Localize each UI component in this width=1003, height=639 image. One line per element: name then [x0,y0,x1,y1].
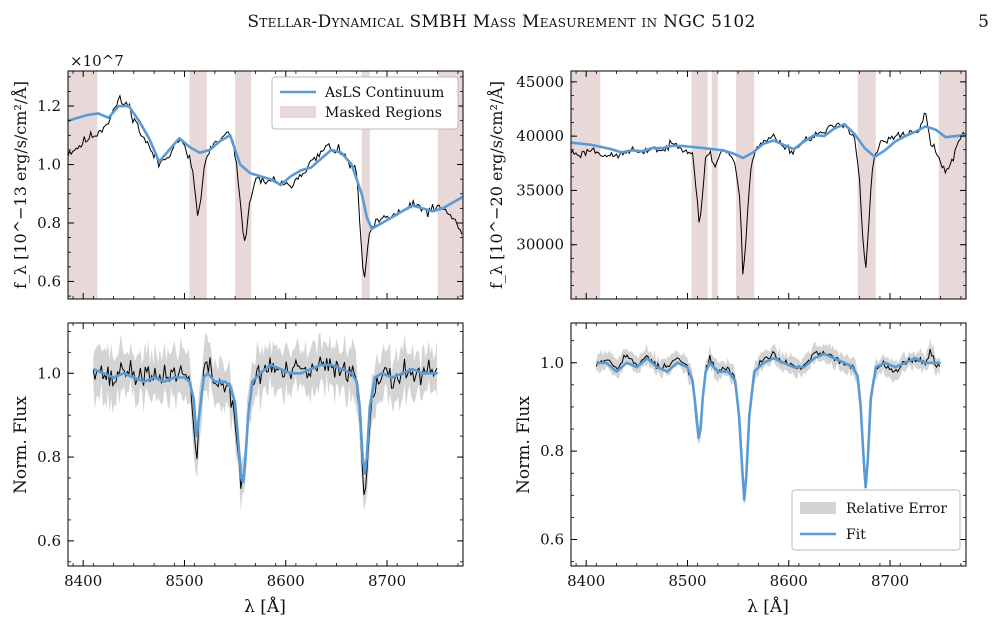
y-tick-label: 1.0 [37,364,61,382]
x-tick-label: 8400 [567,572,605,590]
legend-box [791,489,961,551]
x-tick-label: 8700 [368,572,406,590]
masked-region [361,71,370,299]
masked-region [571,71,601,299]
masked-regions [571,71,966,299]
y-ticks: 0.6 0.8 1.0 [540,340,966,562]
panel-top-left: 0.6 0.8 1.0 1.2 ×10^7 f_λ [10^−13 erg/s/cm²… [10,52,464,300]
masked-region [189,71,207,299]
y-tick-label: 30000 [516,236,564,254]
y-axis-label: f_λ [10^−20 erg/s/cm²/Å] [486,81,506,289]
x-ticks: 8400 8500 8600 8700 [64,323,459,590]
y-ticks: 0.6 0.8 1.0 1.2 [37,76,463,297]
y-axis-label: f_λ [10^−13 erg/s/cm²/Å] [10,81,30,289]
legend: Relative Error Fit [791,489,961,551]
y-tick-label: 0.8 [540,442,564,460]
x-tick-label: 8500 [668,572,706,590]
fit-line [596,352,941,502]
y-ticks: 30000 35000 40000 45000 [516,73,966,300]
y-tick-label: 0.8 [37,214,61,232]
masked-region [68,71,98,299]
y-tick-label: 1.0 [540,354,564,372]
panel-top-right: 30000 35000 40000 45000 f_λ [10^−20 erg/s/c… [486,70,967,300]
legend-mask-swatch [280,106,316,118]
page-number: 5 [978,12,989,32]
x-ticks [72,71,459,299]
x-axis-label: λ [Å] [244,596,286,617]
axes-frame [67,70,464,300]
y-tick-label: 0.6 [540,530,564,548]
legend: AsLS Continuum Masked Regions [271,76,459,130]
y-tick-label: 1.0 [37,156,61,174]
continuum-line-group [571,112,966,275]
y-tick-label: 35000 [516,181,564,199]
page-header: Stellar-Dynamical SMBH Mass Measurement … [0,0,1003,40]
axes-frame [570,70,967,300]
y-tick-label: 1.2 [37,97,61,115]
x-tick-label: 8500 [165,572,203,590]
running-title: Stellar-Dynamical SMBH Mass Measurement … [247,12,756,32]
axis-scale-label: ×10^7 [70,52,124,70]
x-tick-label: 8600 [267,572,305,590]
y-ticks: 0.6 0.8 1.0 [37,330,463,563]
x-ticks: 8400 8500 8600 8700 [567,323,962,590]
relative-error-band [596,338,940,506]
legend-mask-label: Masked Regions [325,105,442,121]
masked-region [857,71,876,299]
legend-continuum-label: AsLS Continuum [324,85,444,101]
y-axis-label: Norm. Flux [514,396,534,494]
x-tick-label: 8400 [64,572,102,590]
legend-error-swatch [800,502,836,514]
y-tick-label: 40000 [516,127,564,145]
y-tick-label: 0.6 [37,272,61,290]
x-ticks [575,71,962,299]
error-band-group [93,332,437,512]
asls-continuum-line [68,104,463,231]
panel-bottom-right: 0.6 0.8 1.0 8400 8500 8600 8700 Norm. Flux λ … [514,322,967,617]
y-tick-label: 45000 [516,73,564,91]
fit-line-group [595,348,941,502]
legend-error-label: Relative Error [846,501,947,517]
x-tick-label: 8700 [871,572,909,590]
masked-region [938,71,966,299]
spectrum-data-line [571,112,966,275]
axes-frame [67,322,464,567]
continuum-line-group [68,94,463,278]
y-tick-label: 0.8 [37,448,61,466]
masked-region [691,71,708,299]
fit-line [92,363,438,484]
y-axis-label: Norm. Flux [11,396,31,494]
asls-continuum-line [571,122,966,160]
x-axis-label: λ [Å] [747,596,789,617]
panel-bottom-left: 0.6 0.8 1.0 8400 8500 8600 8700 Norm. Flux λ … [11,322,464,617]
masked-region [736,71,755,299]
legend-fit-label: Fit [846,527,866,543]
y-tick-label: 0.6 [37,532,61,550]
masked-region [711,71,718,299]
x-tick-label: 8600 [770,572,808,590]
relative-error-band [93,332,437,512]
error-band-group [596,338,940,506]
axes-frame [570,322,967,567]
fit-line-group [92,356,438,496]
masked-region [235,71,252,299]
legend-box [271,76,459,130]
